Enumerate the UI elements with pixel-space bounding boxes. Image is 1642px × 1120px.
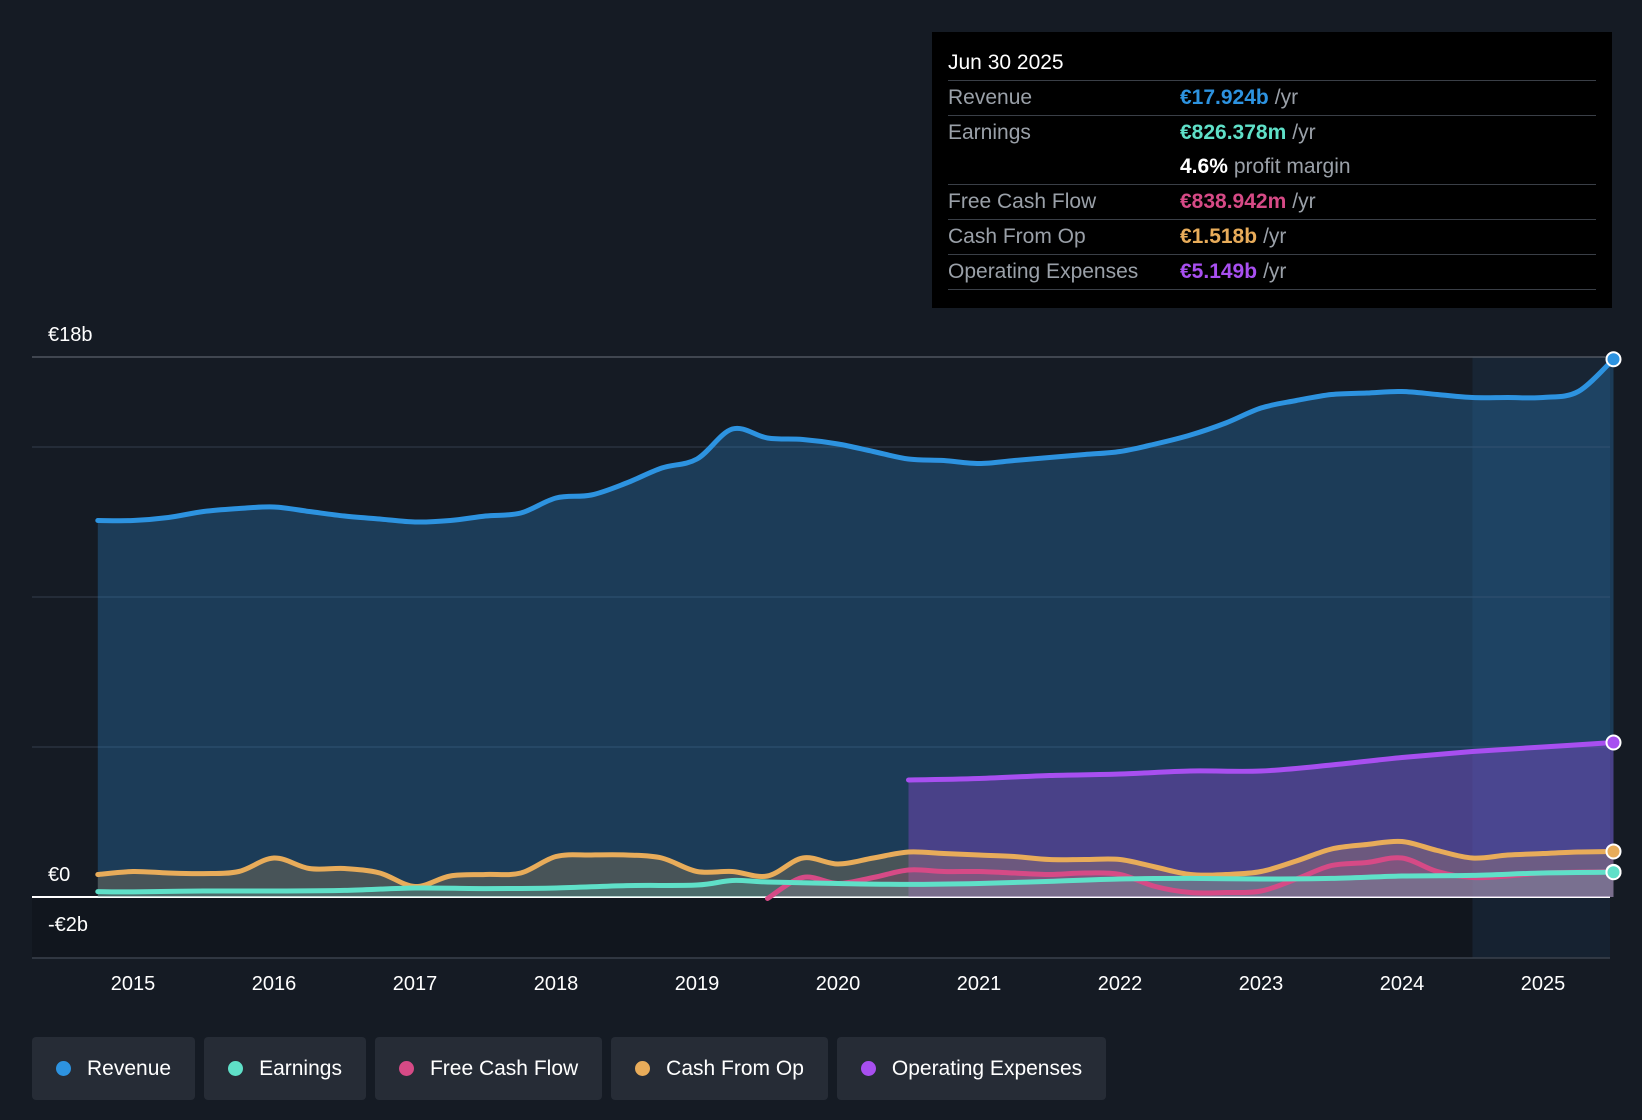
tooltip-value-unit: profit margin bbox=[1233, 155, 1351, 178]
tooltip-row: Revenue €17.924b/yr bbox=[948, 80, 1596, 115]
tooltip-value-unit: /yr bbox=[1292, 190, 1316, 213]
earnings-end-point bbox=[1605, 864, 1622, 881]
x-axis-label: 2023 bbox=[1239, 973, 1284, 995]
opex-line bbox=[906, 740, 1616, 783]
tooltip-label: Free Cash Flow bbox=[948, 190, 1097, 213]
y-axis-label: €0 bbox=[48, 864, 70, 886]
tooltip-row: Operating Expenses €5.149b/yr bbox=[948, 254, 1596, 290]
cfo-area bbox=[97, 841, 1614, 897]
revenue-end-point bbox=[1605, 351, 1622, 368]
y-axis-label: €18b bbox=[48, 324, 93, 346]
cfo-end-point bbox=[1605, 843, 1622, 860]
legend-item-cash-from-op[interactable]: Cash From Op bbox=[611, 1037, 828, 1100]
x-axis-label: 2025 bbox=[1521, 973, 1566, 995]
x-axis-label: 2019 bbox=[675, 973, 720, 995]
tooltip-date: Jun 30 2025 bbox=[948, 51, 1064, 74]
legend-item-free-cash-flow[interactable]: Free Cash Flow bbox=[374, 1037, 603, 1100]
legend-item-earnings[interactable]: Earnings bbox=[204, 1037, 366, 1100]
tooltip-label: Earnings bbox=[948, 121, 1031, 144]
legend-label: Cash From Op bbox=[666, 1056, 804, 1080]
tooltip-value: 4.6% profit margin bbox=[1180, 150, 1351, 184]
tooltip-value-unit: /yr bbox=[1263, 260, 1287, 283]
tooltip-value-unit: /yr bbox=[1292, 121, 1316, 144]
tooltip-value-number: 4.6% bbox=[1180, 155, 1228, 178]
legend-dot-icon bbox=[228, 1061, 244, 1076]
legend-label: Free Cash Flow bbox=[429, 1056, 579, 1080]
fcf-area bbox=[767, 857, 1614, 899]
legend-label: Revenue bbox=[87, 1056, 172, 1080]
tooltip-value-unit: /yr bbox=[1274, 86, 1299, 109]
tooltip-value: €17.924b/yr bbox=[1180, 81, 1298, 115]
x-axis-label: 2016 bbox=[252, 973, 297, 995]
legend-dot-icon bbox=[398, 1061, 414, 1076]
legend: Revenue Earnings Free Cash Flow Cash From O… bbox=[32, 1037, 1107, 1100]
legend-dot-icon bbox=[860, 1061, 876, 1076]
tooltip-value-number: €1.518b bbox=[1180, 225, 1258, 248]
x-axis-label: 2020 bbox=[816, 973, 861, 995]
tooltip-panel: Jun 30 2025 Revenue €17.924b/yr Earnings €8… bbox=[932, 32, 1612, 308]
opex-end-point bbox=[1605, 734, 1622, 751]
revenue-area bbox=[97, 359, 1614, 897]
x-axis-label: 2015 bbox=[111, 973, 156, 995]
legend-item-revenue[interactable]: Revenue bbox=[32, 1037, 196, 1100]
legend-dot-icon bbox=[635, 1061, 651, 1076]
tooltip-value-unit: /yr bbox=[1263, 225, 1287, 248]
tooltip-label: Revenue bbox=[948, 86, 1033, 109]
tooltip-row: Cash From Op €1.518b/yr bbox=[948, 219, 1596, 254]
negative-zone bbox=[32, 897, 1610, 958]
x-axis-label: 2024 bbox=[1380, 973, 1425, 995]
x-axis-label: 2018 bbox=[534, 973, 579, 995]
tooltip-value: €826.378m/yr bbox=[1180, 116, 1316, 150]
earnings-line bbox=[95, 869, 1616, 895]
tooltip-value: €1.518b/yr bbox=[1180, 220, 1286, 254]
tooltip-value-number: €17.924b bbox=[1180, 86, 1269, 109]
tooltip-value-number: €838.942m bbox=[1180, 190, 1287, 213]
tooltip-value: €838.942m/yr bbox=[1180, 185, 1316, 219]
tooltip-label: Cash From Op bbox=[948, 225, 1086, 248]
cfo-line bbox=[95, 838, 1616, 889]
x-axis-label: 2021 bbox=[957, 973, 1002, 995]
tooltip-row: Free Cash Flow €838.942m/yr bbox=[948, 184, 1596, 219]
legend-dot-icon bbox=[56, 1061, 71, 1076]
tooltip-value-number: €5.149b bbox=[1180, 260, 1258, 283]
legend-label: Operating Expenses bbox=[891, 1056, 1083, 1080]
tooltip-label: Operating Expenses bbox=[948, 260, 1139, 283]
legend-label: Earnings bbox=[259, 1056, 342, 1080]
x-axis-label: 2022 bbox=[1098, 973, 1143, 995]
revenue-line bbox=[95, 356, 1616, 525]
tooltip-row: Earnings €826.378m/yr bbox=[948, 115, 1596, 150]
y-axis-label: -€2b bbox=[48, 914, 88, 936]
tooltip-row: 4.6% profit margin bbox=[948, 150, 1596, 184]
tooltip-value: €5.149b/yr bbox=[1180, 255, 1286, 289]
x-axis-label: 2017 bbox=[393, 973, 438, 995]
legend-item-operating-expenses[interactable]: Operating Expenses bbox=[836, 1037, 1107, 1100]
tooltip-value-number: €826.378m bbox=[1180, 121, 1287, 144]
